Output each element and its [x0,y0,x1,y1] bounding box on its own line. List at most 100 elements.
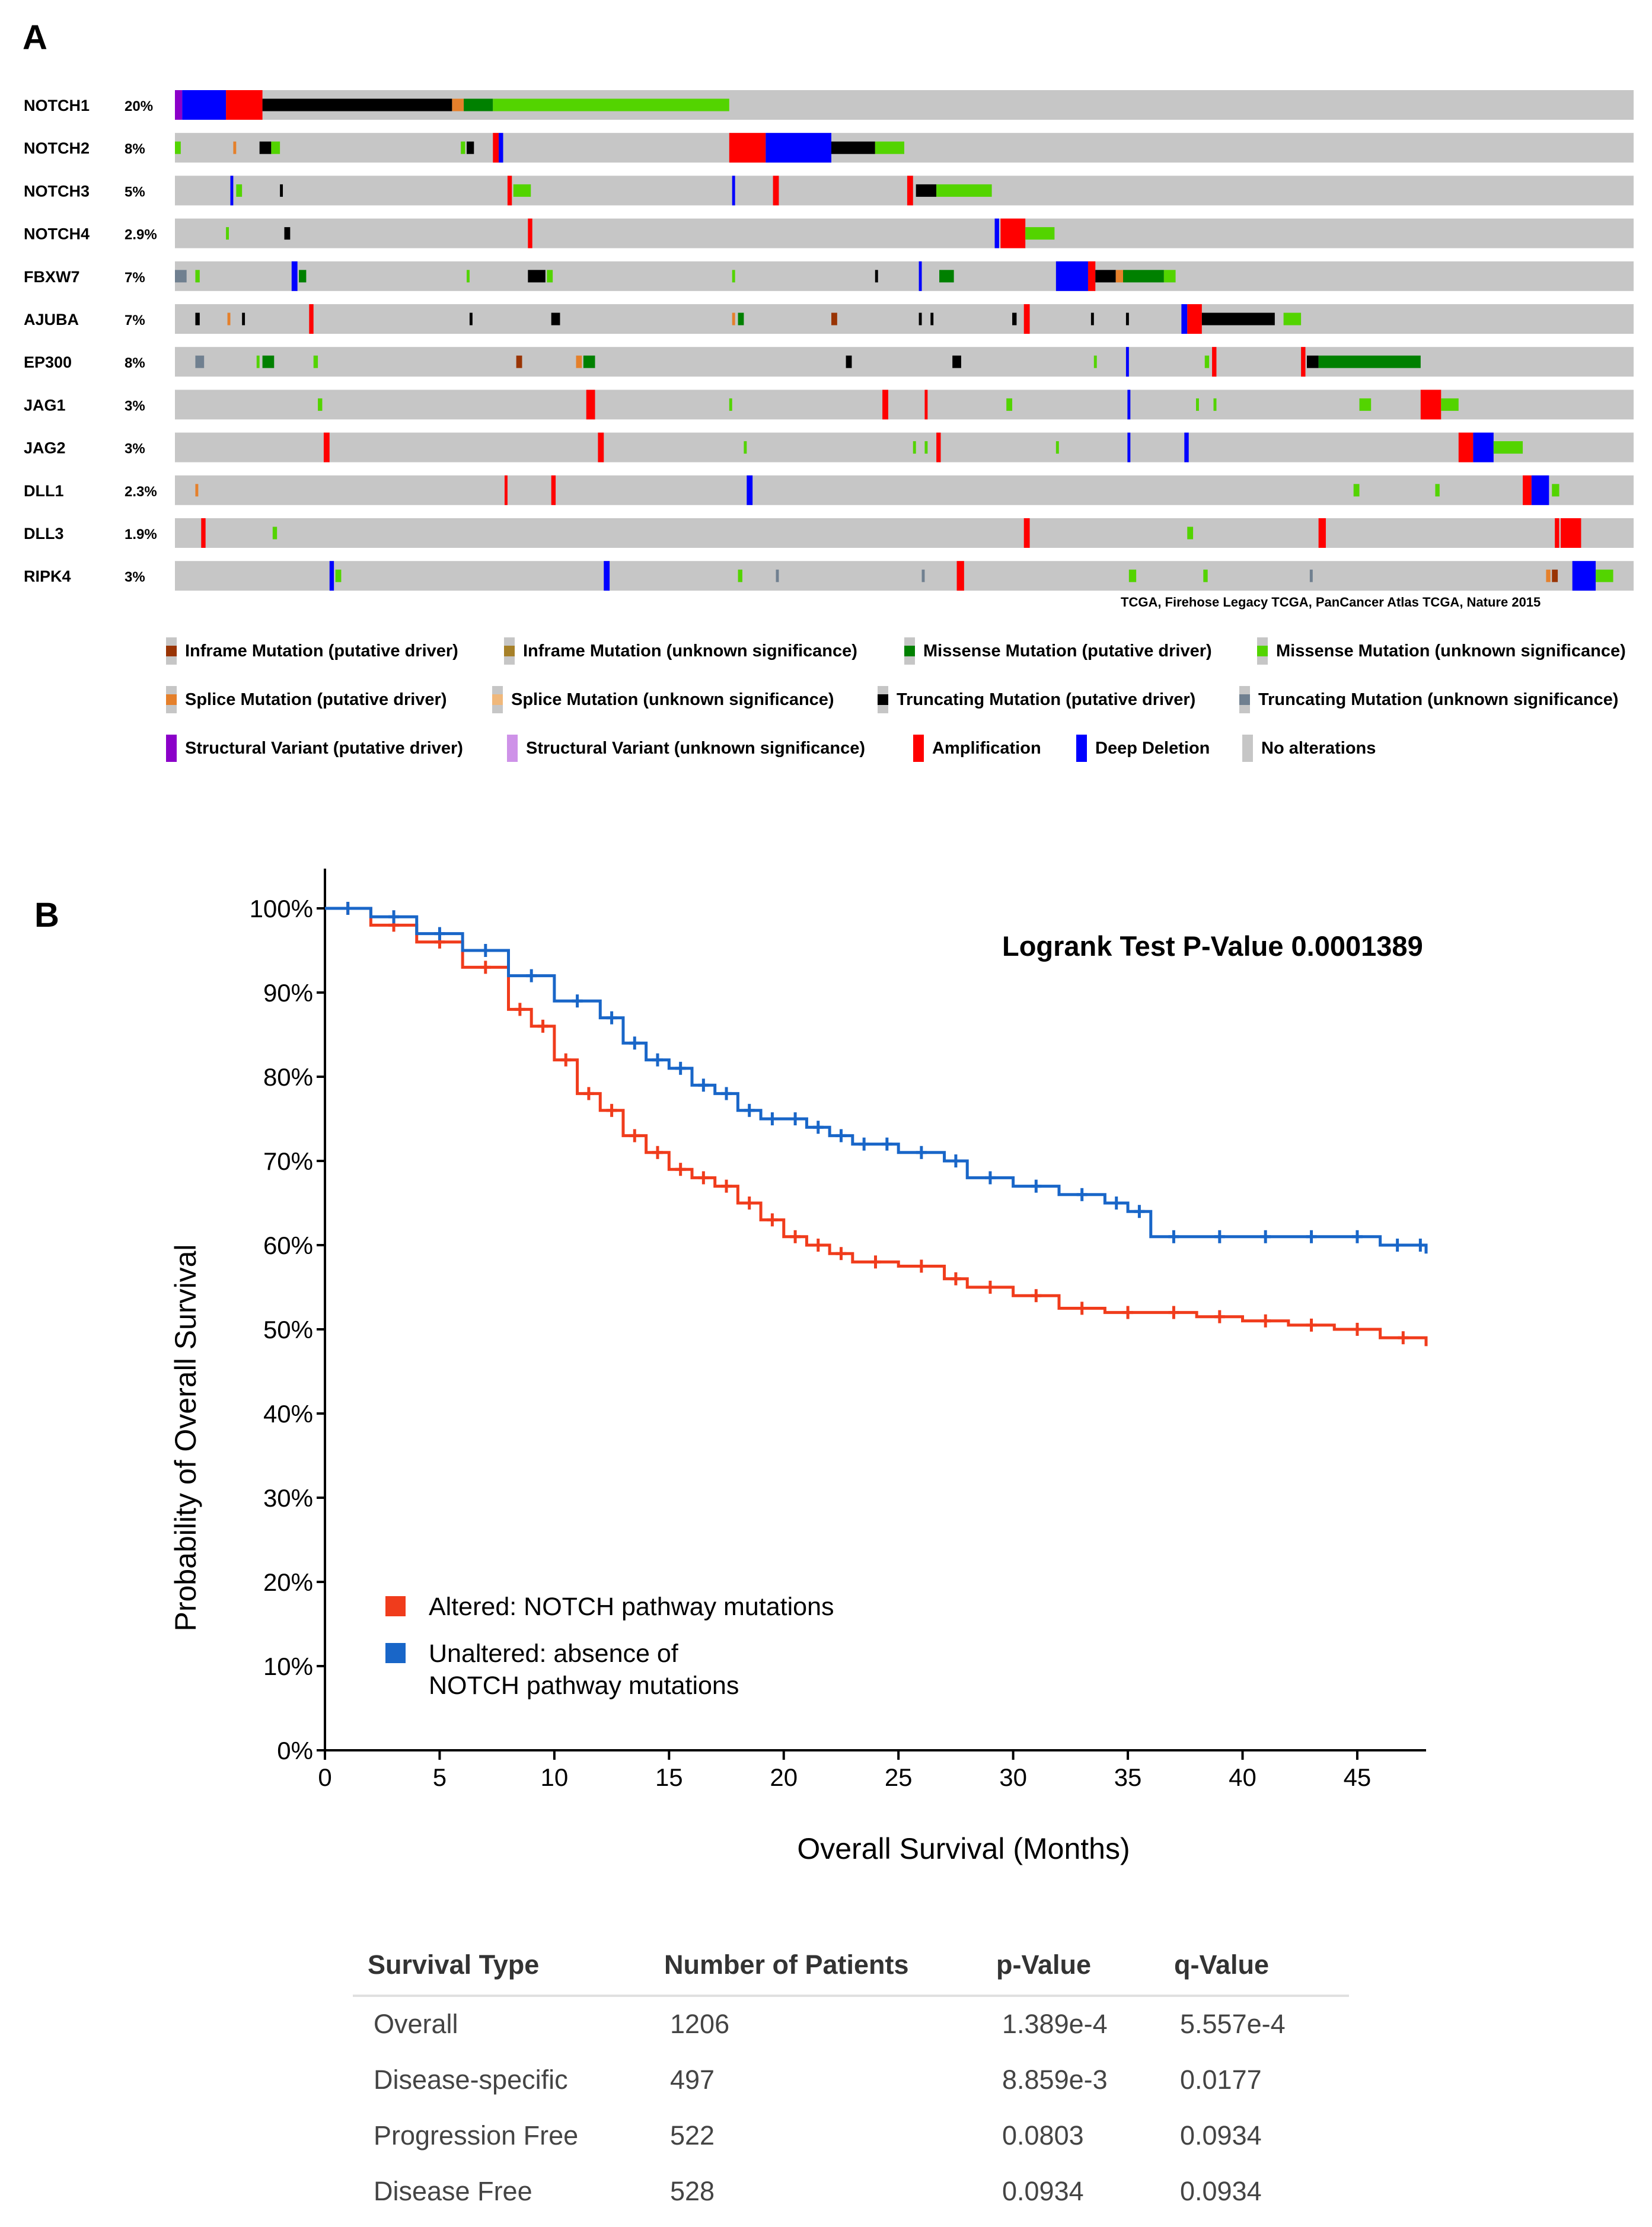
x-tick-label: 45 [1344,1763,1372,1791]
table-cell: Disease-specific [374,2065,568,2095]
alteration-mark [504,475,508,505]
gene-pct: 2.3% [125,484,157,500]
censor-mark [572,994,583,1008]
alteration-mark [1523,475,1532,505]
censor-mark [916,1259,927,1273]
alteration-mark [335,569,342,582]
alteration-mark [1128,569,1137,582]
table-cell: 0.0177 [1180,2065,1262,2095]
censor-mark [1392,1239,1403,1252]
alteration-mark [1115,270,1123,283]
censor-mark [1168,1230,1179,1243]
gene-pct: 3% [125,569,145,585]
y-tick-label: 30% [263,1484,313,1512]
x-tick-label: 40 [1229,1763,1256,1791]
censor-mark [583,1087,594,1100]
alteration-mark [1123,270,1164,283]
x-tick-label: 0 [318,1763,331,1791]
table-cell: 8.859e-3 [1002,2065,1108,2095]
alteration-mark [464,98,493,111]
alteration-mark [1055,441,1059,454]
censor-mark [916,1146,927,1159]
table-cell: Disease Free [374,2176,532,2206]
oncoprint-legend: Inframe Mutation (putative driver) Infra… [166,637,1648,780]
alteration-mark [846,355,852,368]
censor-mark [1076,1301,1087,1315]
alteration-mark [195,484,199,497]
alteration-mark [262,355,275,368]
alteration-mark [1204,355,1210,368]
censor-mark [984,1171,996,1185]
alteration-mark [1473,432,1494,462]
alteration-mark [551,312,560,326]
alteration-mark [729,398,732,411]
alteration-mark [1301,347,1306,377]
alteration-mark [831,141,875,154]
alteration-mark [259,141,272,154]
alteration-mark [1095,270,1116,283]
alteration-mark [1127,432,1131,462]
censor-mark [1415,1239,1426,1252]
alteration-mark [1125,347,1129,377]
censor-mark [984,1281,996,1294]
censor-mark [1168,1306,1179,1319]
alteration-mark [956,561,964,591]
legend-item: Truncating Mutation (putative driver) [878,686,1195,713]
gene-pct: 8% [125,141,145,157]
table-cell: 0.0803 [1002,2120,1084,2151]
x-tick-label: 15 [655,1763,683,1791]
x-tick-label: 10 [541,1763,569,1791]
censor-mark [698,1171,709,1185]
censor-mark [1306,1230,1317,1243]
alteration-mark [528,270,546,283]
legend-item: No alterations [1242,735,1376,762]
x-tick-label: 25 [885,1763,913,1791]
alteration-mark [1023,518,1030,548]
alteration-mark [1435,484,1440,497]
alteration-mark [272,527,278,540]
censor-mark [744,1103,755,1117]
alteration-mark [583,355,595,368]
table-cell: 0.0934 [1180,2176,1262,2206]
censor-mark [835,1247,847,1261]
alteration-mark [467,141,474,154]
censor-mark [1351,1230,1363,1243]
alteration-mark [493,98,729,111]
alteration-mark [242,312,245,326]
alteration-mark [195,355,205,368]
gene-label: DLL3 [24,525,64,543]
table-cell: Progression Free [374,2120,579,2151]
alteration-mark [262,98,452,111]
censor-mark [1398,1331,1409,1345]
alteration-mark [493,133,499,163]
oncoprint-track [175,518,1634,548]
alteration-mark [1201,312,1275,326]
survival-chart: Logrank Test P-Value 0.0001389 Overall S… [169,869,1428,1865]
censor-mark [434,927,445,940]
censor-mark [480,961,491,974]
alteration-mark [309,304,314,334]
y-tick-label: 60% [263,1231,313,1259]
alteration-mark [1552,484,1559,497]
gene-label: JAG2 [24,439,66,457]
alteration-mark [528,218,532,248]
censor-mark [950,1272,961,1285]
alteration-mark [939,270,954,283]
x-tick-label: 5 [433,1763,447,1791]
censor-mark [537,1019,548,1033]
oncoprint-track [175,390,1634,420]
legend-item: Structural Variant (putative driver) [166,735,463,762]
legend-item: Splice Mutation (unknown significance) [492,686,834,713]
alteration-mark [182,90,227,120]
y-tick-label: 80% [263,1063,313,1091]
alteration-mark [936,184,992,197]
survival-stats-table: Survival Type Number of Patients p-Value… [353,1939,1349,2220]
x-tick-label: 35 [1114,1763,1142,1791]
alteration-mark [201,518,206,548]
gene-pct: 3% [125,398,145,414]
alteration-mark [1090,312,1094,326]
gene-label: NOTCH4 [24,225,90,243]
alteration-mark [576,355,582,368]
alteration-mark [467,270,470,283]
censor-mark [652,1053,663,1067]
